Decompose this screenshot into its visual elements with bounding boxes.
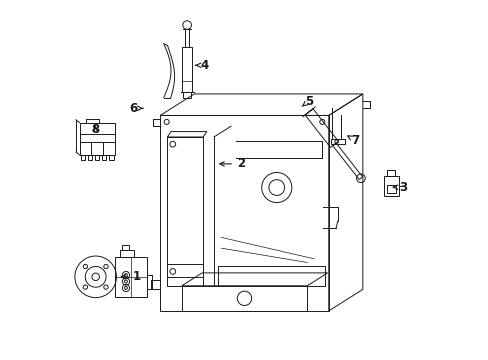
Bar (81, 155, 85, 160)
Bar (80, 123, 115, 155)
Bar (183, 92, 191, 98)
Text: 4: 4 (195, 59, 209, 72)
Text: 6: 6 (129, 102, 142, 115)
Bar (122, 244, 129, 250)
Bar (386, 185, 395, 193)
Bar (386, 170, 394, 176)
Text: 7: 7 (347, 134, 359, 147)
Text: 3: 3 (392, 181, 406, 194)
Bar (109, 155, 113, 160)
Text: 5: 5 (302, 95, 312, 108)
Bar (182, 47, 191, 92)
Bar (115, 257, 147, 297)
Bar (330, 139, 344, 144)
Text: 2: 2 (220, 157, 244, 170)
Bar (95, 155, 99, 160)
Bar (102, 155, 106, 160)
Bar (88, 155, 92, 160)
Bar (384, 176, 398, 196)
Bar (120, 250, 134, 257)
Text: 8: 8 (91, 123, 99, 136)
Text: 1: 1 (121, 270, 141, 283)
